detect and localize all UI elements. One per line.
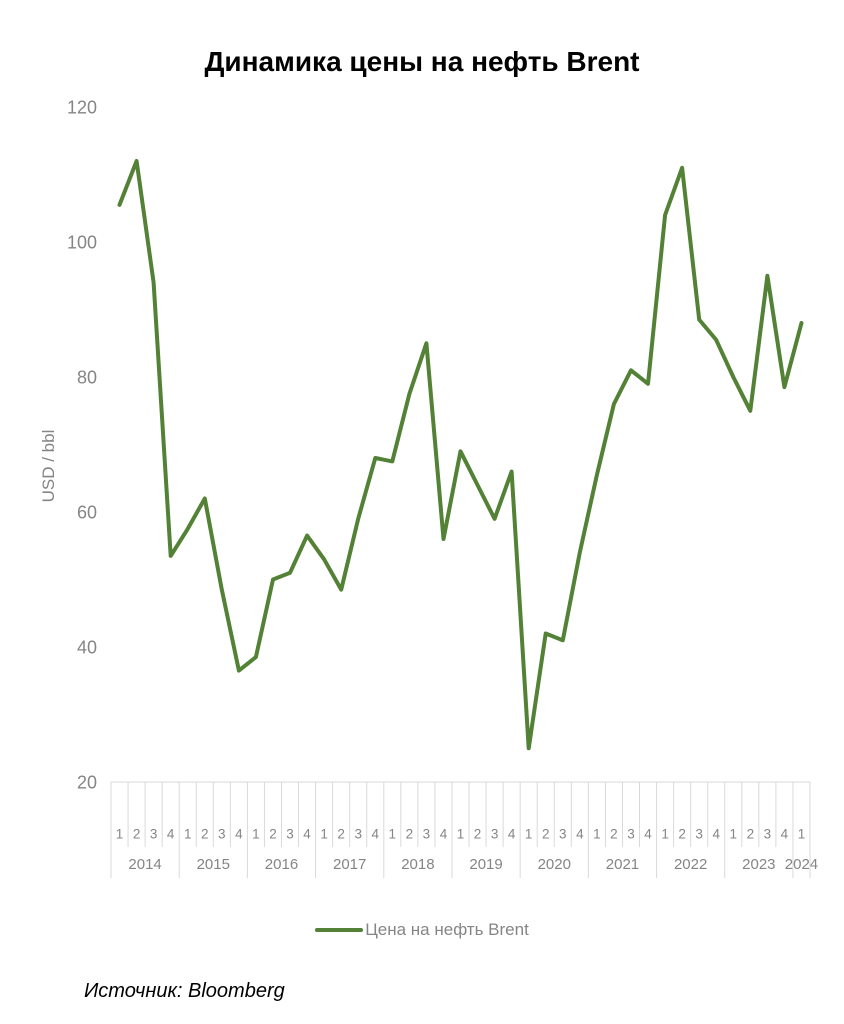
quarter-label: 2 bbox=[201, 827, 209, 842]
quarter-label: 3 bbox=[150, 827, 158, 842]
quarter-label: 3 bbox=[354, 827, 362, 842]
year-label: 2020 bbox=[538, 856, 571, 873]
quarter-label: 3 bbox=[423, 827, 431, 842]
year-label: 2021 bbox=[606, 856, 639, 873]
quarter-label: 4 bbox=[781, 827, 789, 842]
quarter-label: 2 bbox=[337, 827, 345, 842]
y-tick-label: 60 bbox=[77, 502, 97, 522]
y-tick-label: 80 bbox=[77, 367, 97, 387]
year-label: 2016 bbox=[265, 856, 298, 873]
quarter-label: 4 bbox=[576, 827, 584, 842]
year-label: 2019 bbox=[469, 856, 502, 873]
quarter-label: 3 bbox=[491, 827, 499, 842]
legend: Цена на нефть Brent bbox=[0, 920, 844, 940]
quarter-label: 1 bbox=[252, 827, 260, 842]
y-tick-label: 100 bbox=[67, 232, 97, 252]
year-label: 2015 bbox=[197, 856, 230, 873]
quarter-label: 1 bbox=[320, 827, 328, 842]
quarter-label: 4 bbox=[167, 827, 175, 842]
quarter-label: 3 bbox=[695, 827, 703, 842]
quarter-label: 1 bbox=[184, 827, 192, 842]
y-tick-label: 40 bbox=[77, 637, 97, 657]
quarter-label: 4 bbox=[644, 827, 652, 842]
quarter-label: 4 bbox=[440, 827, 448, 842]
quarter-label: 3 bbox=[559, 827, 567, 842]
quarter-label: 2 bbox=[610, 827, 618, 842]
quarter-label: 3 bbox=[764, 827, 772, 842]
year-label: 2022 bbox=[674, 856, 707, 873]
brent-price-line bbox=[117, 159, 804, 751]
quarter-label: 2 bbox=[747, 827, 755, 842]
quarter-label: 2 bbox=[678, 827, 686, 842]
quarter-label: 1 bbox=[457, 827, 465, 842]
quarter-label: 1 bbox=[593, 827, 601, 842]
quarter-label: 4 bbox=[712, 827, 720, 842]
y-tick-label: 120 bbox=[67, 97, 97, 117]
quarter-label: 2 bbox=[269, 827, 277, 842]
quarter-label: 3 bbox=[218, 827, 226, 842]
quarter-label: 1 bbox=[525, 827, 533, 842]
year-label: 2018 bbox=[401, 856, 434, 873]
quarter-label: 2 bbox=[406, 827, 414, 842]
quarter-label: 1 bbox=[389, 827, 397, 842]
y-tick-label: 20 bbox=[77, 772, 97, 792]
quarter-label: 1 bbox=[116, 827, 124, 842]
quarter-label: 4 bbox=[235, 827, 243, 842]
quarter-label: 2 bbox=[542, 827, 550, 842]
source-note: Источник: Bloomberg bbox=[84, 980, 285, 1002]
quarter-label: 3 bbox=[286, 827, 294, 842]
chart-title: Динамика цены на нефть Brent bbox=[204, 46, 640, 77]
quarter-label: 4 bbox=[371, 827, 379, 842]
legend-line-swatch bbox=[315, 928, 364, 932]
year-label: 2024 bbox=[785, 856, 818, 873]
quarter-label: 3 bbox=[627, 827, 635, 842]
quarter-label: 4 bbox=[303, 827, 311, 842]
quarter-label: 1 bbox=[730, 827, 738, 842]
quarter-label: 2 bbox=[474, 827, 482, 842]
year-label: 2017 bbox=[333, 856, 366, 873]
quarter-label: 1 bbox=[798, 827, 806, 842]
year-label: 2023 bbox=[742, 856, 775, 873]
year-label: 2014 bbox=[128, 856, 161, 873]
quarter-label: 4 bbox=[508, 827, 516, 842]
quarter-label: 2 bbox=[133, 827, 141, 842]
quarter-label: 1 bbox=[661, 827, 669, 842]
legend-label: Цена на нефть Brent bbox=[365, 920, 529, 939]
